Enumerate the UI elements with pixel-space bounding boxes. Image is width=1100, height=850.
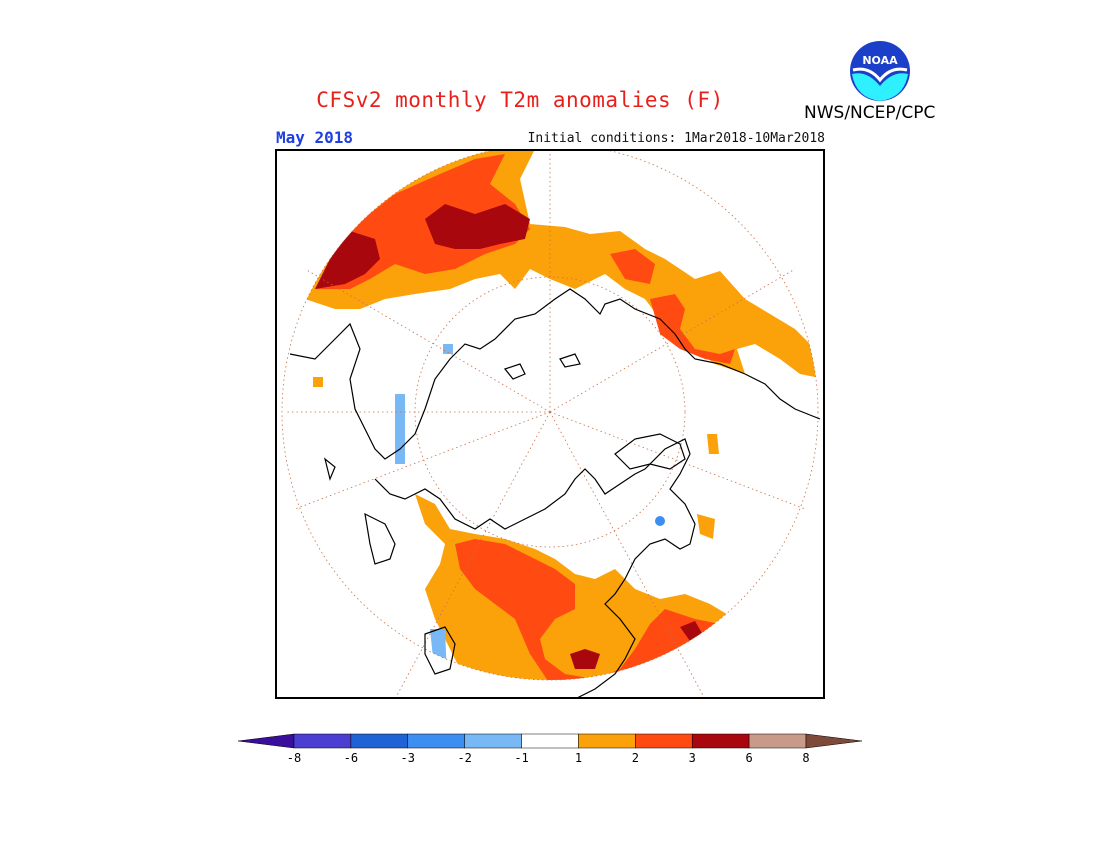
colorbar-tick-label: 6 (745, 751, 752, 765)
noaa-logo-text: NOAA (862, 54, 898, 67)
colorbar-swatch (635, 733, 693, 749)
colorbar-tick-label: -6 (344, 751, 358, 765)
colorbar-tick-label: -2 (457, 751, 471, 765)
anomaly-cool-greenland (655, 516, 665, 526)
anomaly-region-namerica-red (455, 539, 730, 680)
map-frame (275, 149, 825, 699)
noaa-logo: NOAA (850, 41, 910, 101)
colorbar-swatch (350, 733, 409, 749)
polar-map (275, 149, 825, 699)
colorbar-swatch (464, 733, 522, 749)
colorbar-tick-label: 3 (689, 751, 696, 765)
coastlines (289, 288, 821, 699)
anomaly-region-asia-darkred-2 (425, 204, 530, 249)
initial-conditions-label: Initial conditions: 1Mar2018-10Mar2018 (527, 131, 825, 146)
anomaly-region-east-red (650, 294, 735, 364)
month-label: May 2018 (276, 128, 354, 147)
colorbar-tick-label: -3 (401, 751, 415, 765)
colorbar-swatch (691, 733, 750, 749)
colorbar-swatch (238, 733, 295, 749)
colorbar-tick-label: 2 (632, 751, 639, 765)
anomaly-cool-spot (443, 344, 453, 354)
colorbar-swatch (748, 733, 807, 749)
colorbar-swatch (293, 733, 352, 749)
agency-label: NWS/NCEP/CPC (804, 103, 936, 123)
colorbar-tick-label: 1 (575, 751, 582, 765)
anomaly-region-asia-darkred (315, 231, 380, 289)
colorbar-swatch (521, 733, 579, 749)
colorbar-swatch (578, 733, 636, 749)
colorbar-swatch (805, 733, 862, 749)
anomaly-spot-greenland (707, 434, 719, 454)
colorbar-tick-label: 8 (802, 751, 809, 765)
anomaly-spot-west (313, 377, 323, 387)
graticule (281, 149, 819, 699)
chart-title: CFSv2 monthly T2m anomalies (F) (316, 88, 724, 112)
anomaly-region-siberia-red (610, 249, 655, 284)
anomaly-spot-iceland (697, 514, 715, 539)
colorbar-swatch (407, 733, 465, 749)
colorbar: -8 -6 -3 -2 -1 1 2 3 6 8 (238, 733, 862, 765)
colorbar-tick-label: -1 (514, 751, 528, 765)
anomaly-region-namerica-darkred (570, 649, 600, 669)
anomaly-cool-bering (395, 394, 405, 464)
colorbar-tick-label: -8 (287, 751, 301, 765)
